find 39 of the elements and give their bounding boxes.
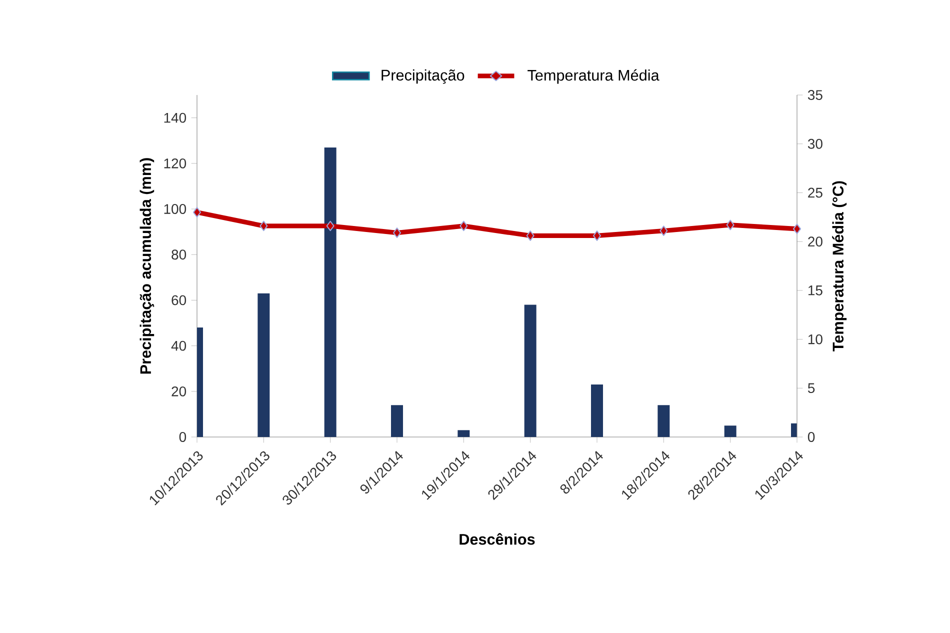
- y2-tick-label: 35: [808, 90, 822, 100]
- y2-tick-label: 25: [808, 188, 822, 198]
- point: [660, 226, 668, 236]
- point: [526, 230, 534, 241]
- y2-tick-label: 0: [808, 432, 815, 442]
- point: [392, 228, 402, 238]
- point: [326, 220, 334, 232]
- point: [192, 207, 202, 218]
- bar: [258, 293, 270, 437]
- legend-label: Temperatura Média: [528, 69, 660, 84]
- bar: [724, 426, 736, 437]
- point: [592, 230, 602, 241]
- y2-tick-label: 15: [808, 286, 822, 296]
- x-axis-title: Descênios: [460, 533, 535, 545]
- y-tick-label: 140: [164, 112, 186, 123]
- y-tick-label: 0: [179, 432, 186, 442]
- bar: [391, 405, 404, 437]
- point: [726, 220, 734, 230]
- y-tick-label: 40: [171, 340, 186, 351]
- legend-label: Precipitação: [382, 69, 464, 84]
- y2-tick-label: 10: [808, 334, 822, 344]
- y-tick-label: 80: [172, 250, 186, 260]
- point: [792, 224, 802, 234]
- y2-tick-label: 20: [808, 236, 822, 247]
- bar: [324, 147, 336, 437]
- point: [460, 220, 468, 232]
- bar: [658, 405, 670, 437]
- y2-axis-title: Temperatura Média (°C): [832, 181, 847, 352]
- bar: [524, 304, 536, 437]
- y-tick-label: 60: [172, 295, 186, 306]
- y-tick-label: 20: [172, 386, 186, 396]
- y-axis-title: Precipitação acumulada (mm): [140, 158, 154, 374]
- point: [260, 220, 268, 232]
- y2-tick-label: 30: [808, 138, 822, 149]
- bar: [458, 430, 470, 437]
- y-tick-label: 100: [164, 204, 186, 214]
- y2-tick-label: 5: [808, 383, 815, 394]
- bar: [591, 384, 604, 437]
- y-tick-label: 120: [164, 158, 186, 168]
